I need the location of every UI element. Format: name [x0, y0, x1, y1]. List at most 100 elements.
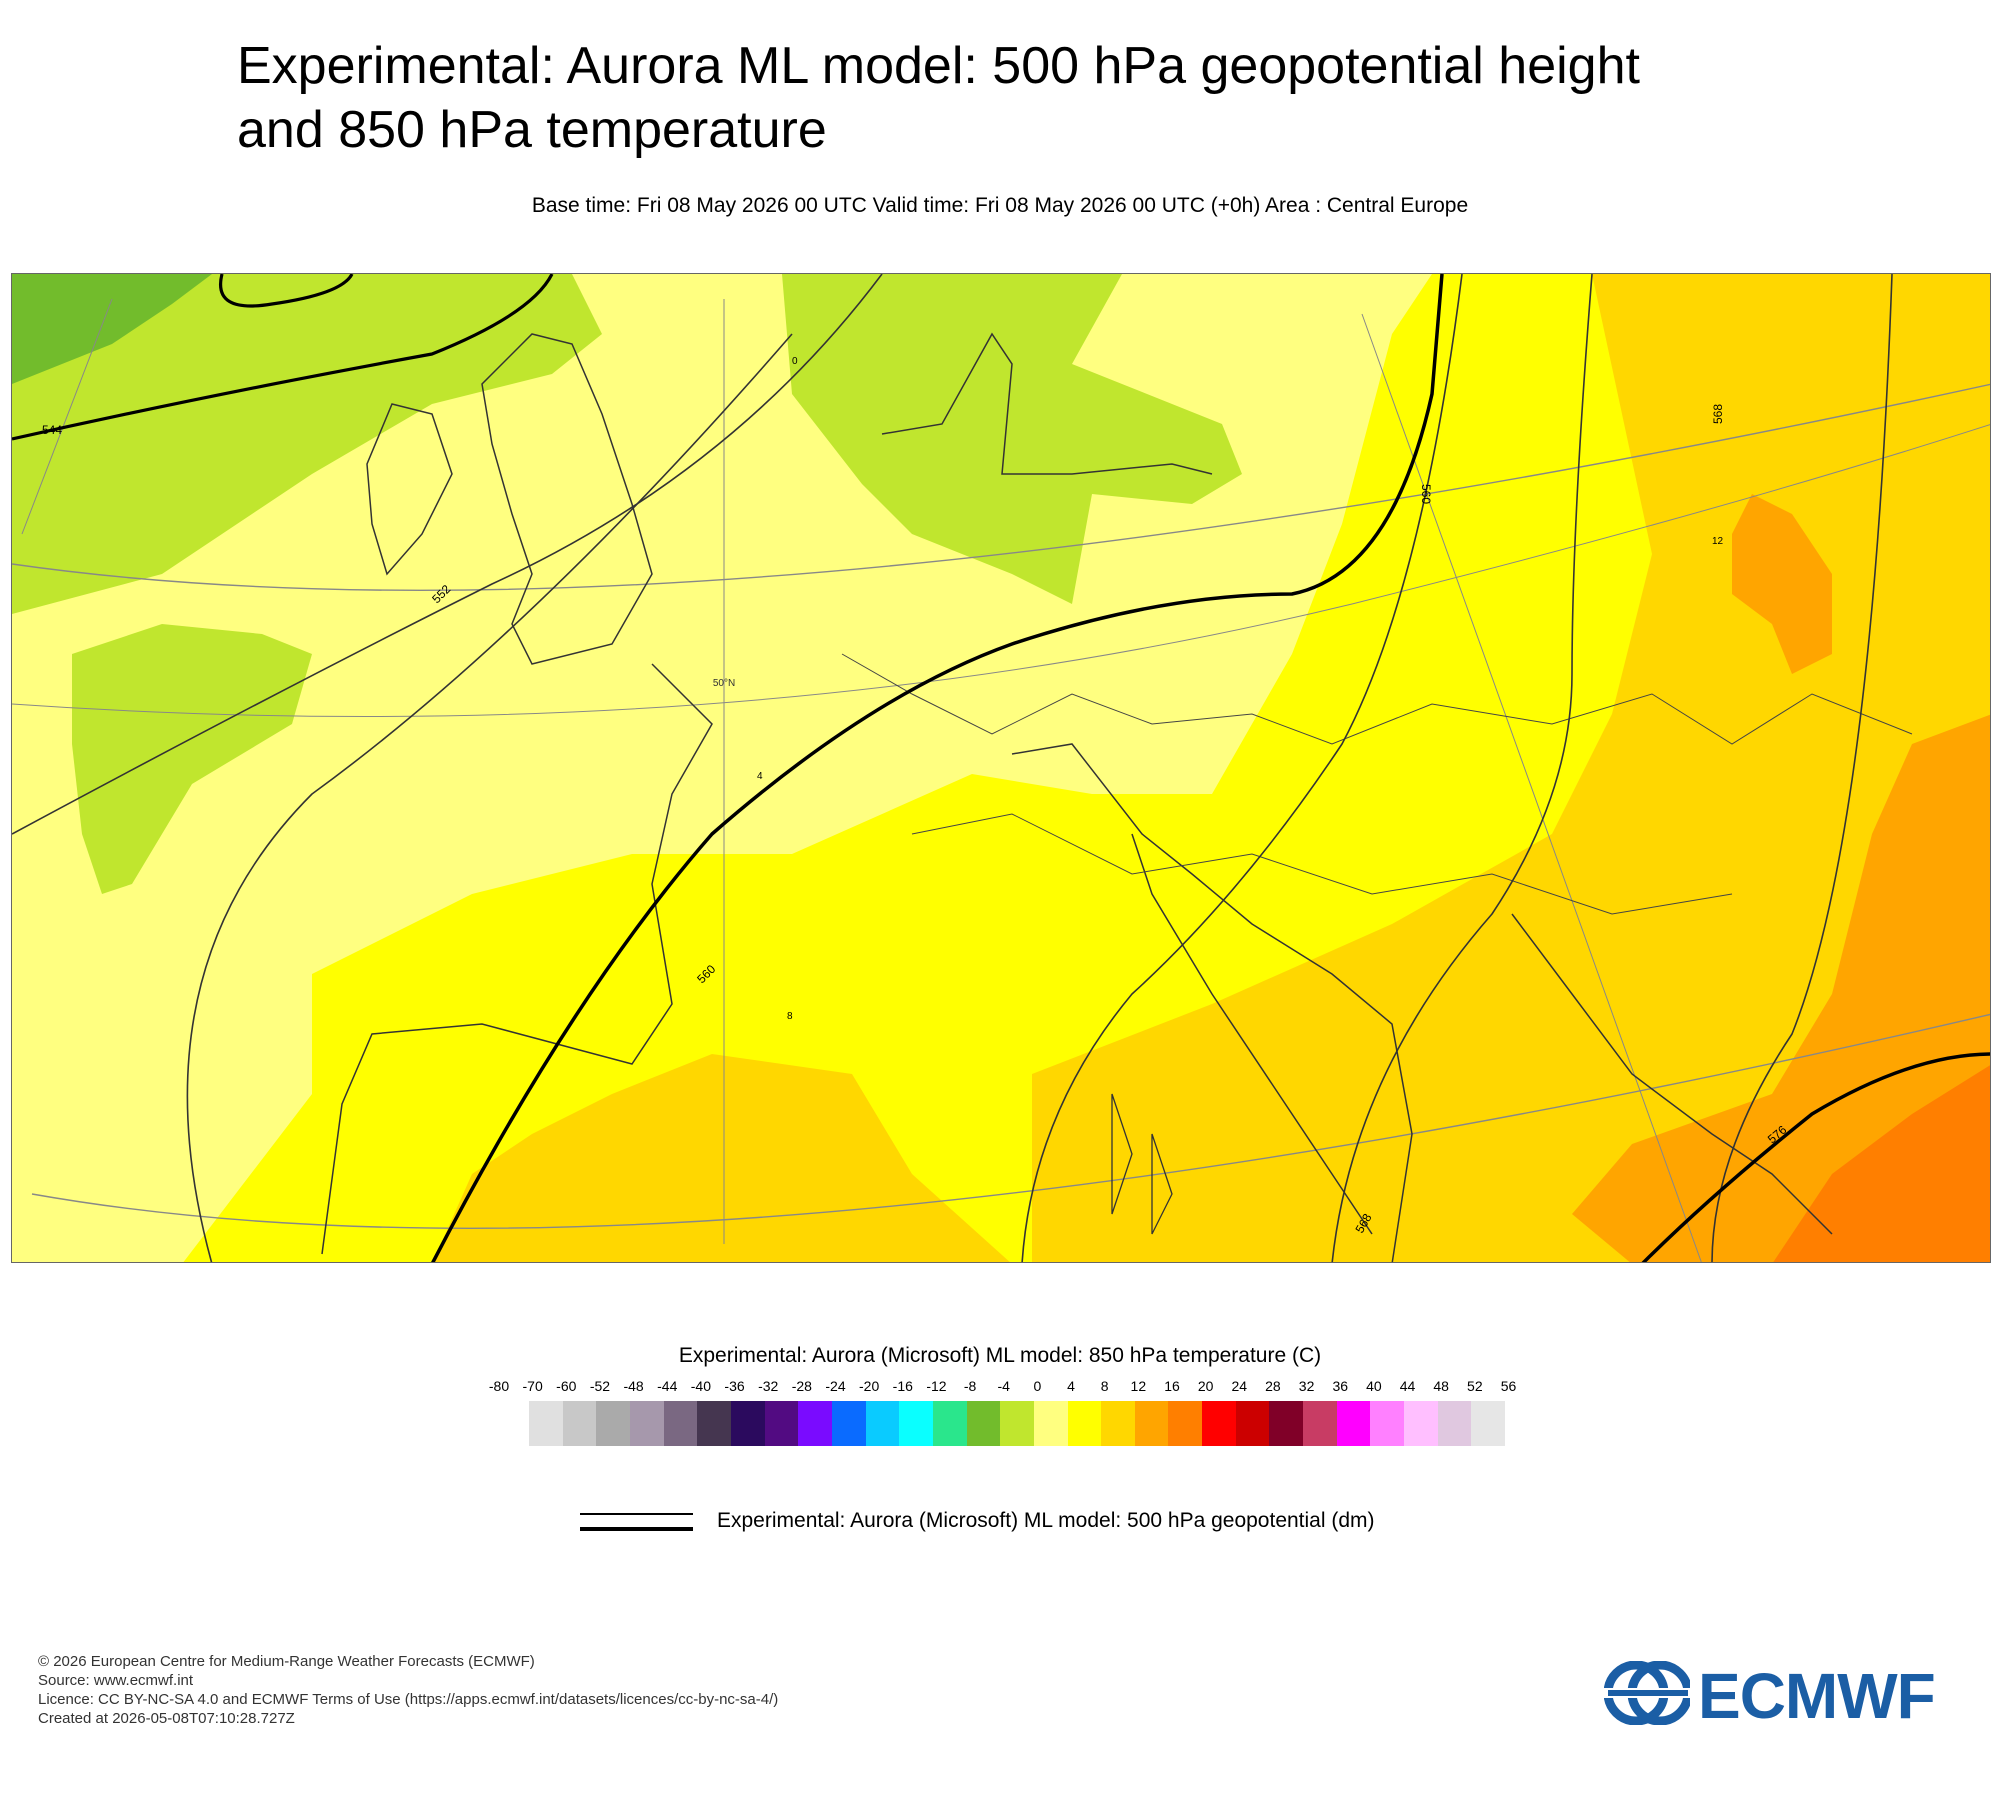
temp-region-minus4-0-atlantic	[72, 624, 312, 894]
meridian-west	[21, 298, 113, 535]
chart-subtitle: Base time: Fri 08 May 2026 00 UTC Valid …	[531, 194, 1469, 217]
footer-licence[interactable]: Licence: CC BY-NC-SA 4.0 and ECMWF Terms…	[38, 1691, 779, 1708]
scale-tick-label: -44	[657, 1378, 678, 1394]
scale-swatch-8	[798, 1401, 832, 1446]
scale-tick-label: -12	[926, 1378, 947, 1394]
scale-swatch-23	[1303, 1401, 1337, 1446]
footer-copyright: © 2026 European Centre for Medium-Range …	[38, 1653, 535, 1670]
map-panel[interactable]: 50°N 544 552 560 560 568 568 576 4 0	[11, 273, 1991, 1263]
isoline-e	[1711, 274, 1893, 1262]
scale-tick-label: -36	[724, 1378, 745, 1394]
scale-swatch-2	[596, 1401, 630, 1446]
corsica-sardinia-coast	[1111, 1093, 1173, 1235]
france-iberia-coast	[321, 663, 713, 1255]
scale-swatch-19	[1168, 1401, 1203, 1446]
scale-swatch-13	[966, 1401, 1001, 1446]
scale-swatch-26	[1404, 1401, 1438, 1446]
title-line-2: and 850 hPa temperature	[237, 101, 827, 159]
temp-label-8: 8	[787, 1011, 793, 1022]
scale-tick-label: 44	[1399, 1378, 1416, 1394]
footer-created: Created at 2026-05-08T07:10:28.727Z	[38, 1710, 295, 1727]
temp-region-8-12-south	[432, 1054, 1010, 1262]
scale-swatch-25	[1370, 1401, 1405, 1446]
scale-tick-label: -4	[997, 1378, 1010, 1394]
isoline-b	[186, 333, 793, 1262]
contour-label-560-north: 560	[1419, 484, 1433, 504]
scale-swatch-15	[1033, 1401, 1068, 1446]
title-line-1: Experimental: Aurora ML model: 500 hPa g…	[237, 37, 1640, 95]
scale-tick-label: 24	[1231, 1378, 1248, 1394]
temp-region-minus8-minus4	[12, 274, 212, 384]
meridian-east	[1361, 313, 1702, 1262]
weather-map[interactable]: 50°N 544 552 560 560 568 568 576 4 0	[12, 274, 1991, 1263]
scale-swatch-7	[764, 1401, 799, 1446]
italy-peninsula	[1131, 833, 1373, 1235]
scale-tick-label: -16	[892, 1378, 913, 1394]
geopotential-legend: Experimental: Aurora (Microsoft) ML mode…	[580, 1508, 1580, 1538]
scale-tick-label: -48	[623, 1378, 644, 1394]
scale-tick-label: 40	[1366, 1378, 1382, 1394]
geopotential-contour-560	[431, 274, 1444, 1262]
contour-line-sample	[580, 1511, 693, 1531]
chart-title: Experimental: Aurora ML model: 500 hPa g…	[237, 34, 1837, 162]
scale-tick-label: 20	[1197, 1378, 1214, 1394]
scale-swatch-28	[1471, 1401, 1506, 1446]
geopotential-contour-544	[12, 274, 554, 441]
scale-tick-label: 12	[1130, 1378, 1147, 1394]
scale-tick-label: 48	[1433, 1378, 1449, 1394]
scale-swatch-16	[1067, 1401, 1102, 1446]
balkan-coast	[1511, 913, 1833, 1235]
scale-tick-label: 0	[1033, 1378, 1042, 1394]
scale-tick-label: -52	[589, 1378, 611, 1394]
scale-tick-label: -24	[825, 1378, 846, 1394]
scale-tick-label: -28	[791, 1378, 812, 1394]
isoline-c	[1331, 274, 1593, 1262]
parallel-south	[31, 1013, 1990, 1229]
isoline-d	[1021, 274, 1463, 1262]
country-borders	[841, 653, 1913, 745]
scale-swatch-27	[1437, 1401, 1472, 1446]
ecmwf-logo[interactable]: ECMWF	[1604, 1657, 1964, 1732]
temp-label-12: 12	[1712, 536, 1724, 547]
scale-tick-label: -8	[963, 1378, 977, 1394]
temperature-legend-title: Experimental: Aurora (Microsoft) ML mode…	[678, 1344, 1322, 1367]
parallel-north	[12, 383, 1990, 592]
contour-label-544: 544	[42, 423, 62, 437]
geopotential-legend-label: Experimental: Aurora (Microsoft) ML mode…	[717, 1509, 1375, 1532]
scale-swatch-3	[629, 1401, 664, 1446]
scale-swatch-14	[1000, 1401, 1034, 1446]
temp-region-minus4-0-nw	[12, 274, 602, 614]
ecmwf-logo-text: ECMWF	[1698, 1660, 1936, 1732]
parallel-50n	[12, 424, 1990, 717]
scale-swatch-0	[529, 1401, 563, 1446]
country-borders-south	[911, 813, 1733, 915]
scale-swatch-21	[1235, 1401, 1270, 1446]
scale-tick-label: 56	[1500, 1378, 1517, 1394]
scale-tick-label: -20	[859, 1378, 880, 1394]
temp-label-0: 0	[792, 356, 798, 367]
copyright-footer: © 2026 European Centre for Medium-Range …	[38, 1652, 778, 1728]
scale-swatch-20	[1202, 1401, 1236, 1446]
scale-tick-label: 28	[1265, 1378, 1281, 1394]
scale-swatch-4	[663, 1401, 698, 1446]
temperature-scale-labels: -80 -70 -60 -52 -48 -44 -40 -36 -32 -28 -24 -20 -16-…	[480, 1378, 1520, 1398]
geopotential-contour-576	[1641, 1052, 1990, 1262]
footer-source[interactable]: Source: www.ecmwf.int	[38, 1672, 194, 1689]
north-sea-baltic-coast	[881, 332, 1213, 475]
scale-swatch-10	[865, 1401, 900, 1446]
scale-swatch-18	[1134, 1401, 1169, 1446]
scale-tick-label: 8	[1100, 1378, 1109, 1394]
scale-swatch-6	[730, 1401, 765, 1446]
contour-label-568-north: 568	[1711, 404, 1725, 424]
scale-tick-label: 32	[1298, 1378, 1315, 1394]
temp-region-16-20	[1773, 1065, 1990, 1262]
temp-region-minus4-0-north	[782, 274, 1242, 604]
geopotential-contour-544-loop	[219, 274, 354, 308]
scale-tick-label: -32	[758, 1378, 779, 1394]
temp-region-12-16-a	[1732, 494, 1832, 674]
ecmwf-logo-icon	[1604, 1661, 1690, 1725]
isoline-a	[12, 274, 883, 835]
lat-label: 50°N	[713, 678, 735, 689]
scale-tick-label: 16	[1164, 1378, 1180, 1394]
scale-tick-label: -80	[488, 1378, 510, 1394]
